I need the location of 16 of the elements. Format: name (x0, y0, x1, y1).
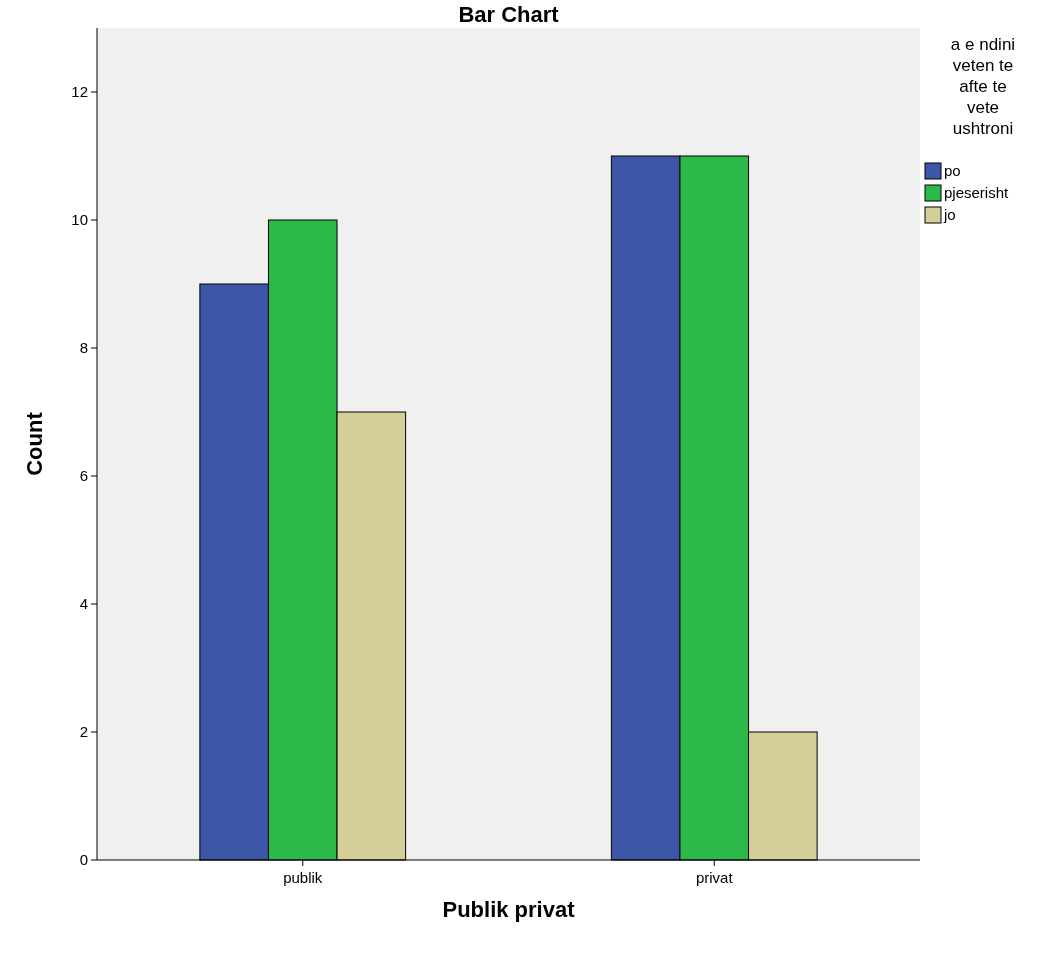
y-tick-label: 2 (79, 723, 88, 741)
legend-label: jo (943, 206, 956, 224)
y-tick-label: 12 (71, 83, 88, 101)
legend-label: po (944, 162, 961, 180)
legend-title: a e ndini veten te afte te vete ushtroni (950, 35, 1016, 138)
x-axis-title: Publik privat (442, 897, 576, 922)
x-tick-label: privat (695, 869, 734, 886)
x-tick-label: publik (283, 869, 323, 886)
y-axis-title: Count (22, 411, 47, 476)
y-tick-label: 0 (79, 851, 88, 869)
y-tick-label: 4 (79, 595, 88, 613)
chart-title: Bar Chart (458, 2, 560, 27)
y-tick-label: 8 (79, 339, 88, 357)
y-tick-label: 10 (71, 211, 88, 229)
legend-label: pjeserisht (944, 184, 1010, 202)
y-tick-label: 6 (79, 467, 88, 485)
